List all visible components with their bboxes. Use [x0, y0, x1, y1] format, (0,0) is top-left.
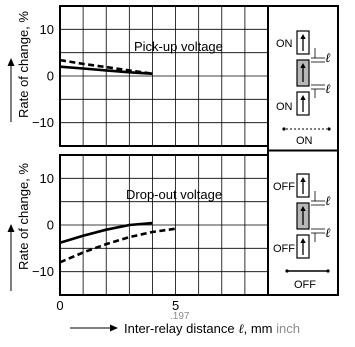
relay-arrowhead [300, 34, 306, 39]
y-tick-label: −10 [32, 264, 54, 279]
y-tick-label: 10 [40, 171, 54, 186]
terminal-dot [285, 269, 289, 273]
pickup-voltage-chart: 10 0 −10 Pick-up voltage Rate of change, % [7, 5, 269, 147]
x-axis-arrowhead [110, 324, 118, 332]
relay-arrowhead [300, 95, 306, 100]
gap-symbol: ℓ [325, 51, 331, 66]
dropout-voltage-chart: 10 0 −10 Drop-out voltage Rate of change, … [7, 154, 300, 337]
legend-upper-label: ON [276, 38, 293, 50]
y-tick-label: 10 [40, 22, 54, 37]
y-tick-labels: 10 0 −10 [32, 22, 54, 130]
legend-footer: ON [296, 135, 313, 147]
legend-panel: ON ℓ ℓ ON ON OFF [267, 5, 339, 296]
series-line-dashed [59, 58, 153, 75]
gap-symbol: ℓ [325, 226, 331, 241]
series-line-dashed [59, 227, 176, 264]
gap-symbol: ℓ [325, 194, 331, 209]
y-tick-label: 0 [47, 69, 54, 84]
gap-symbol: ℓ [325, 82, 331, 97]
y-axis-label: Rate of change, % [16, 11, 31, 118]
grid [60, 155, 268, 295]
legend-footer: OFF [294, 279, 316, 291]
grid [60, 6, 268, 146]
terminal-dot [327, 127, 331, 131]
y-tick-label: 0 [47, 218, 54, 233]
x-axis-label: Inter-relay distance ℓ, mm inch [124, 321, 300, 337]
y-tick-labels: 10 0 −10 [32, 171, 54, 279]
x-tick-alt-label: .197 [170, 311, 190, 322]
terminal-dot [282, 127, 286, 131]
legend-lower-label: OFF [273, 243, 295, 255]
relay-arrowhead [300, 177, 306, 182]
series-line-solid [59, 221, 153, 244]
y-axis-arrowhead [7, 224, 15, 232]
relay-arrowhead [300, 206, 306, 211]
x-tick-label: 5 [172, 298, 179, 313]
legend-off-group: OFF ℓ ℓ OFF OFF [273, 173, 331, 291]
chart-annotation: Pick-up voltage [134, 39, 223, 54]
x-tick-label: 0 [56, 298, 63, 313]
series-group [59, 58, 153, 75]
legend-upper-label: OFF [273, 181, 295, 193]
y-tick-label: −10 [32, 115, 54, 130]
relay-arrowhead [300, 63, 306, 68]
series-group [59, 221, 176, 264]
y-axis-arrowhead [7, 58, 15, 66]
chart-annotation: Drop-out voltage [126, 187, 222, 202]
terminal-dot [326, 269, 330, 273]
legend-on-group: ON ℓ ℓ ON ON [276, 30, 331, 147]
legend-lower-label: ON [276, 101, 293, 113]
y-axis-label: Rate of change, % [16, 163, 31, 270]
relay-arrowhead [300, 238, 306, 243]
